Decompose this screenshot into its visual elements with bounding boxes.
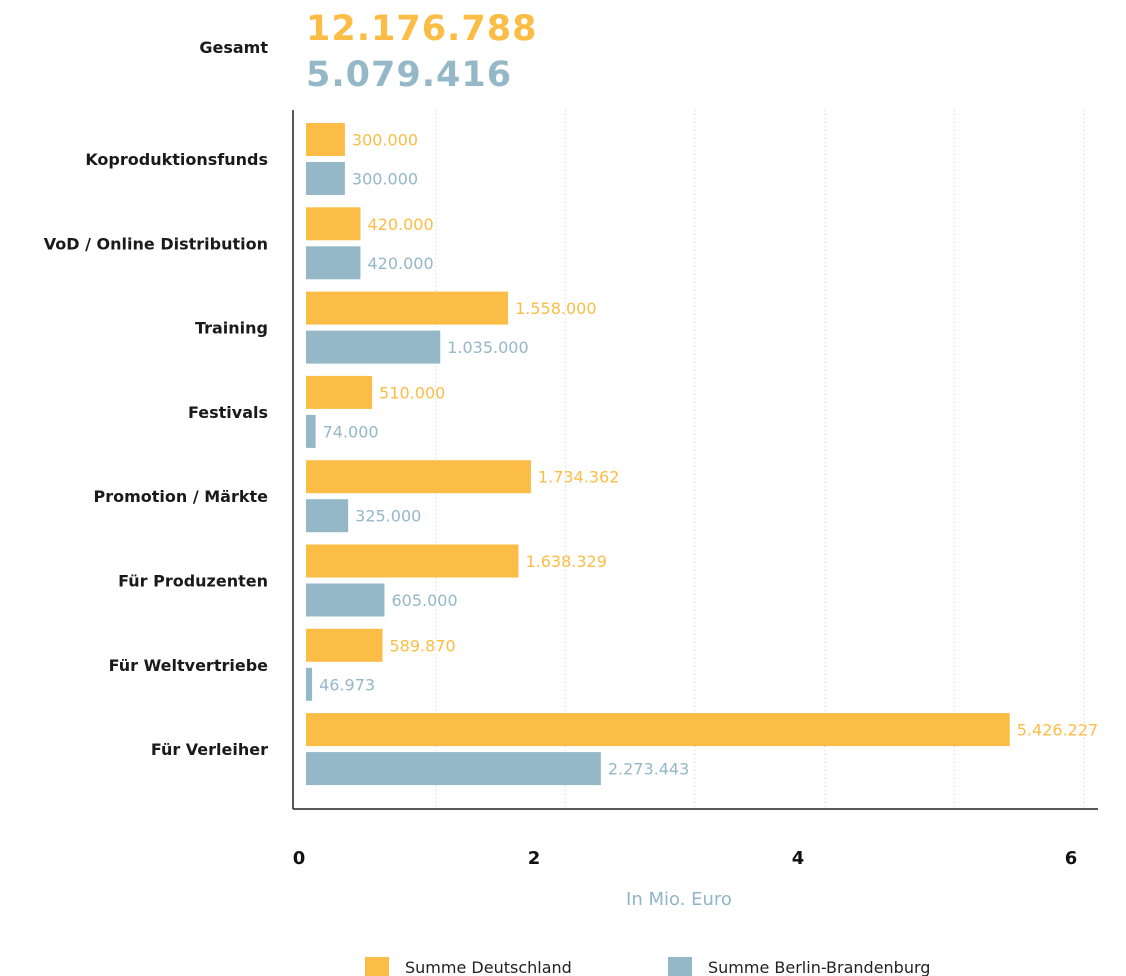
category-label: Festivals — [188, 403, 268, 422]
legend-label: Summe Berlin-Brandenburg — [708, 958, 930, 976]
bar-deutschland — [306, 713, 1010, 747]
category-label: Für Weltvertriebe — [109, 656, 269, 675]
x-tick-label: 2 — [528, 848, 541, 869]
legend-swatch — [365, 957, 389, 976]
data-label: 2.273.443 — [608, 760, 689, 779]
data-label: 46.973 — [319, 675, 375, 694]
data-label: 5.426.227 — [1017, 721, 1098, 740]
data-label: 510.000 — [379, 383, 445, 402]
data-label: 1.734.362 — [538, 468, 619, 487]
x-tick-label: 6 — [1065, 848, 1078, 869]
data-label: 605.000 — [391, 591, 457, 610]
total-deutschland: 12.176.788 — [306, 9, 537, 49]
bar-berlin-brandenburg — [306, 752, 601, 786]
category-label: VoD / Online Distribution — [44, 234, 268, 253]
legend-swatch — [668, 957, 692, 976]
data-label: 74.000 — [323, 422, 379, 441]
bar-berlin-brandenburg — [306, 414, 316, 448]
data-label: 1.035.000 — [447, 338, 528, 357]
data-label: 325.000 — [355, 507, 421, 526]
bar-deutschland — [306, 375, 373, 409]
data-label: 420.000 — [367, 254, 433, 273]
data-label: 300.000 — [352, 131, 418, 150]
data-label: 1.558.000 — [515, 299, 596, 318]
bar-deutschland — [306, 291, 509, 325]
category-label: Koproduktionsfunds — [85, 150, 268, 169]
bar-deutschland — [306, 207, 361, 241]
data-label: 589.870 — [390, 636, 456, 655]
bar-berlin-brandenburg — [306, 330, 441, 364]
bar-berlin-brandenburg — [306, 583, 385, 617]
category-label: Promotion / Märkte — [93, 487, 268, 506]
bar-deutschland — [306, 544, 519, 578]
data-label: 420.000 — [367, 215, 433, 234]
category-label: Training — [195, 319, 268, 338]
bar-deutschland — [306, 628, 383, 662]
data-label: 1.638.329 — [525, 552, 606, 571]
totals-label: Gesamt — [199, 38, 268, 57]
grid-lines — [435, 110, 1085, 809]
bar-berlin-brandenburg — [306, 162, 345, 195]
bar-deutschland — [306, 460, 531, 494]
category-label: Für Verleiher — [151, 740, 268, 759]
x-tick-label: 0 — [293, 848, 306, 869]
category-labels: Koproduktionsfunds VoD / Online Distribut… — [44, 150, 268, 759]
bars: 300.000 300.000 420.000 420.000 1.558.000 1.0… — [306, 123, 1098, 786]
bar-berlin-brandenburg — [306, 246, 361, 280]
category-label: Für Produzenten — [118, 572, 268, 591]
bar-deutschland — [306, 123, 345, 156]
bar-berlin-brandenburg — [306, 499, 349, 533]
x-tick-label: 4 — [792, 848, 805, 869]
x-axis-title: In Mio. Euro — [626, 889, 732, 910]
totals-block: Gesamt 12.176.788 5.079.416 — [199, 9, 537, 95]
total-berlin-brandenburg: 5.079.416 — [306, 55, 512, 95]
bar-berlin-brandenburg — [306, 667, 313, 701]
x-tick-labels: 0 2 4 6 — [293, 848, 1078, 869]
axes — [292, 110, 1098, 810]
legend: Summe Deutschland Summe Berlin-Brandenbur… — [365, 957, 930, 976]
legend-label: Summe Deutschland — [405, 958, 572, 976]
data-label: 300.000 — [352, 170, 418, 189]
